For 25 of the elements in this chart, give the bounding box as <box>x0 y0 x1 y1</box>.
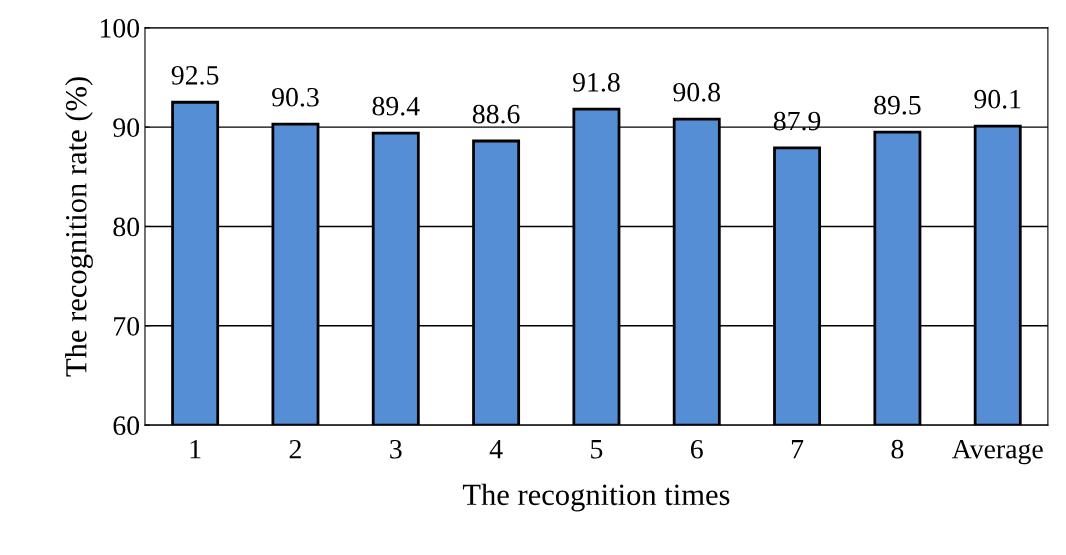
x-tick-label: 5 <box>591 440 603 459</box>
data-label: 90.8 <box>673 82 720 102</box>
y-tick-label: 100 <box>100 18 140 38</box>
data-label: 88.6 <box>472 104 520 124</box>
data-label: 90.1 <box>974 89 1021 109</box>
x-tick-label: Average <box>951 439 1043 465</box>
x-tick-label: 7 <box>791 440 804 459</box>
x-tick-label: 6 <box>691 439 703 459</box>
x-tick-label: 2 <box>289 439 301 459</box>
x-tick-label: 4 <box>489 440 503 459</box>
data-label: 91.8 <box>573 72 620 92</box>
x-tick-label: 3 <box>390 439 402 459</box>
y-tick-label: 60 <box>113 416 140 436</box>
y-tick-label: 90 <box>113 118 140 138</box>
data-label: 92.5 <box>171 66 219 85</box>
x-tick-label: 8 <box>891 439 904 459</box>
y-tick-label: 70 <box>114 316 140 336</box>
x-tick-label: 1 <box>190 439 201 459</box>
y-axis-title: The recognition rate (%) <box>65 77 93 377</box>
data-label: 89.4 <box>372 96 420 116</box>
y-tick-label: 80 <box>113 217 140 237</box>
data-label: 90.3 <box>272 87 319 107</box>
data-label: 89.5 <box>874 95 921 115</box>
x-axis-title: The recognition times <box>462 483 730 512</box>
data-label: 87.9 <box>773 111 821 131</box>
